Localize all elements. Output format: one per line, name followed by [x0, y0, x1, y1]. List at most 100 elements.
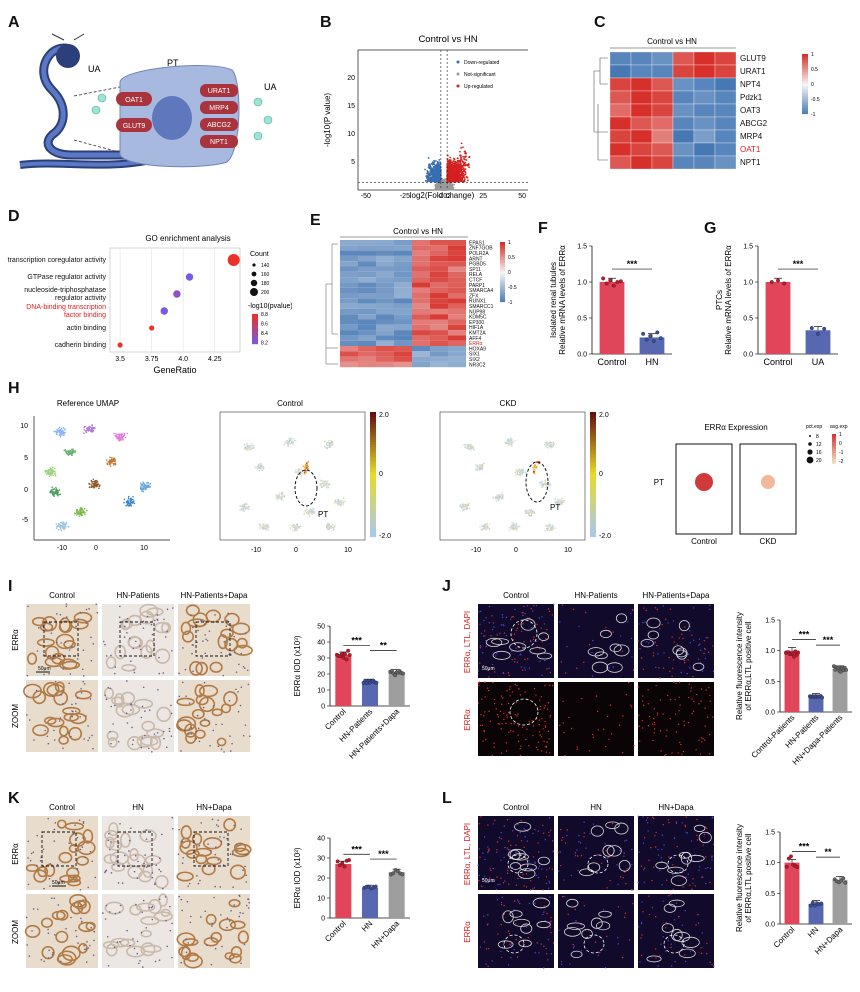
umap-point	[330, 443, 332, 446]
heatmap-cell	[412, 314, 430, 320]
point-up	[464, 168, 467, 171]
point-not-significant	[446, 183, 448, 186]
point-down	[428, 163, 431, 166]
scale-step	[500, 299, 505, 301]
point-not-significant	[435, 187, 438, 190]
point-up	[456, 177, 458, 180]
heatmap-cell	[630, 77, 653, 92]
umap-point	[141, 487, 143, 489]
scale-step	[500, 279, 505, 282]
umap-point	[83, 507, 86, 510]
umap-point	[340, 503, 343, 505]
transporter-glut9: GLUT9	[123, 123, 146, 130]
heatmap-cell	[394, 293, 412, 299]
umap-point	[114, 459, 116, 462]
point-up	[452, 177, 455, 180]
umap-point	[500, 496, 502, 499]
umap-point	[513, 523, 516, 526]
scale-step	[500, 290, 505, 292]
umap-point	[49, 471, 51, 474]
umap-point	[54, 492, 56, 494]
umap-point	[54, 473, 56, 475]
umap-point	[91, 428, 94, 430]
umap-point	[511, 443, 513, 446]
umap-point	[522, 468, 524, 471]
heatmap-cell	[412, 245, 430, 251]
umap-point	[278, 494, 280, 497]
y-tick-label: 1.5	[743, 244, 753, 251]
point-not-significant	[444, 188, 447, 191]
heatmap-cell	[430, 351, 448, 357]
umap-point	[63, 527, 66, 529]
heatmap-cell	[394, 361, 412, 368]
pt-expression-point	[304, 463, 307, 466]
x-tick-label: 10	[344, 547, 352, 554]
umap-point	[46, 469, 49, 472]
umap-point	[563, 499, 565, 502]
y-axis-label: PTCs	[715, 290, 724, 310]
umap-point	[128, 502, 131, 505]
scale-step	[802, 60, 808, 62]
umap-point	[293, 439, 296, 442]
point-up	[452, 168, 455, 171]
umap-point	[93, 484, 96, 487]
heatmap-cell	[340, 324, 358, 331]
umap-point	[64, 429, 66, 431]
umap-point	[498, 497, 501, 499]
umap-point	[505, 442, 508, 445]
heatmap-cell	[412, 240, 430, 246]
umap-point	[483, 524, 486, 526]
heatmap-cell	[448, 335, 466, 341]
scale-step	[802, 54, 808, 56]
x-axis-label: log2(Fold change)	[410, 191, 475, 200]
heatmap-cell	[394, 351, 412, 357]
color-scale: 10.50-0.5-1	[500, 240, 517, 306]
point-down	[427, 157, 430, 159]
legend-p-step	[252, 317, 258, 319]
heatmap-title: Control vs HN	[647, 37, 697, 46]
umap-point	[530, 512, 533, 515]
point-up	[462, 155, 464, 158]
point-up	[454, 178, 457, 181]
umap-point	[300, 467, 303, 470]
scale-tick: 0.5	[508, 255, 515, 261]
umap-point	[515, 470, 518, 472]
heatmap-cell	[714, 142, 737, 157]
umap-point	[327, 444, 330, 446]
umap-point	[337, 499, 339, 502]
heatmap-cell	[358, 245, 376, 251]
heatmap-cell	[358, 255, 376, 262]
point-not-significant	[449, 184, 452, 187]
heatmap-cell	[714, 51, 737, 66]
umap-point	[472, 448, 475, 451]
scale-step	[500, 261, 505, 264]
umap-point	[554, 498, 557, 501]
bar	[765, 282, 791, 354]
legend-p-step	[252, 327, 258, 329]
heatmap-cell	[448, 266, 466, 272]
scale-step	[802, 93, 808, 95]
umap-point	[328, 440, 330, 442]
legend-p-step	[252, 332, 258, 334]
umap-point	[263, 524, 266, 527]
umap-point	[92, 429, 94, 432]
data-point	[611, 283, 616, 288]
heatmap-cell	[394, 303, 412, 309]
umap-point	[50, 474, 52, 477]
umap-point	[311, 511, 314, 513]
umap-point	[61, 524, 63, 526]
umap-point	[67, 525, 70, 528]
umap-point	[281, 493, 284, 495]
umap-point	[241, 509, 243, 511]
umap-point	[293, 526, 296, 529]
umap-point	[515, 474, 517, 476]
umap-point	[90, 430, 92, 433]
heatmap-cell	[340, 293, 358, 299]
umap-point	[542, 483, 545, 486]
umap-point	[486, 522, 489, 525]
go-dot	[160, 307, 168, 315]
heatmap-cell	[340, 255, 358, 262]
heatmap-cell	[412, 361, 430, 368]
